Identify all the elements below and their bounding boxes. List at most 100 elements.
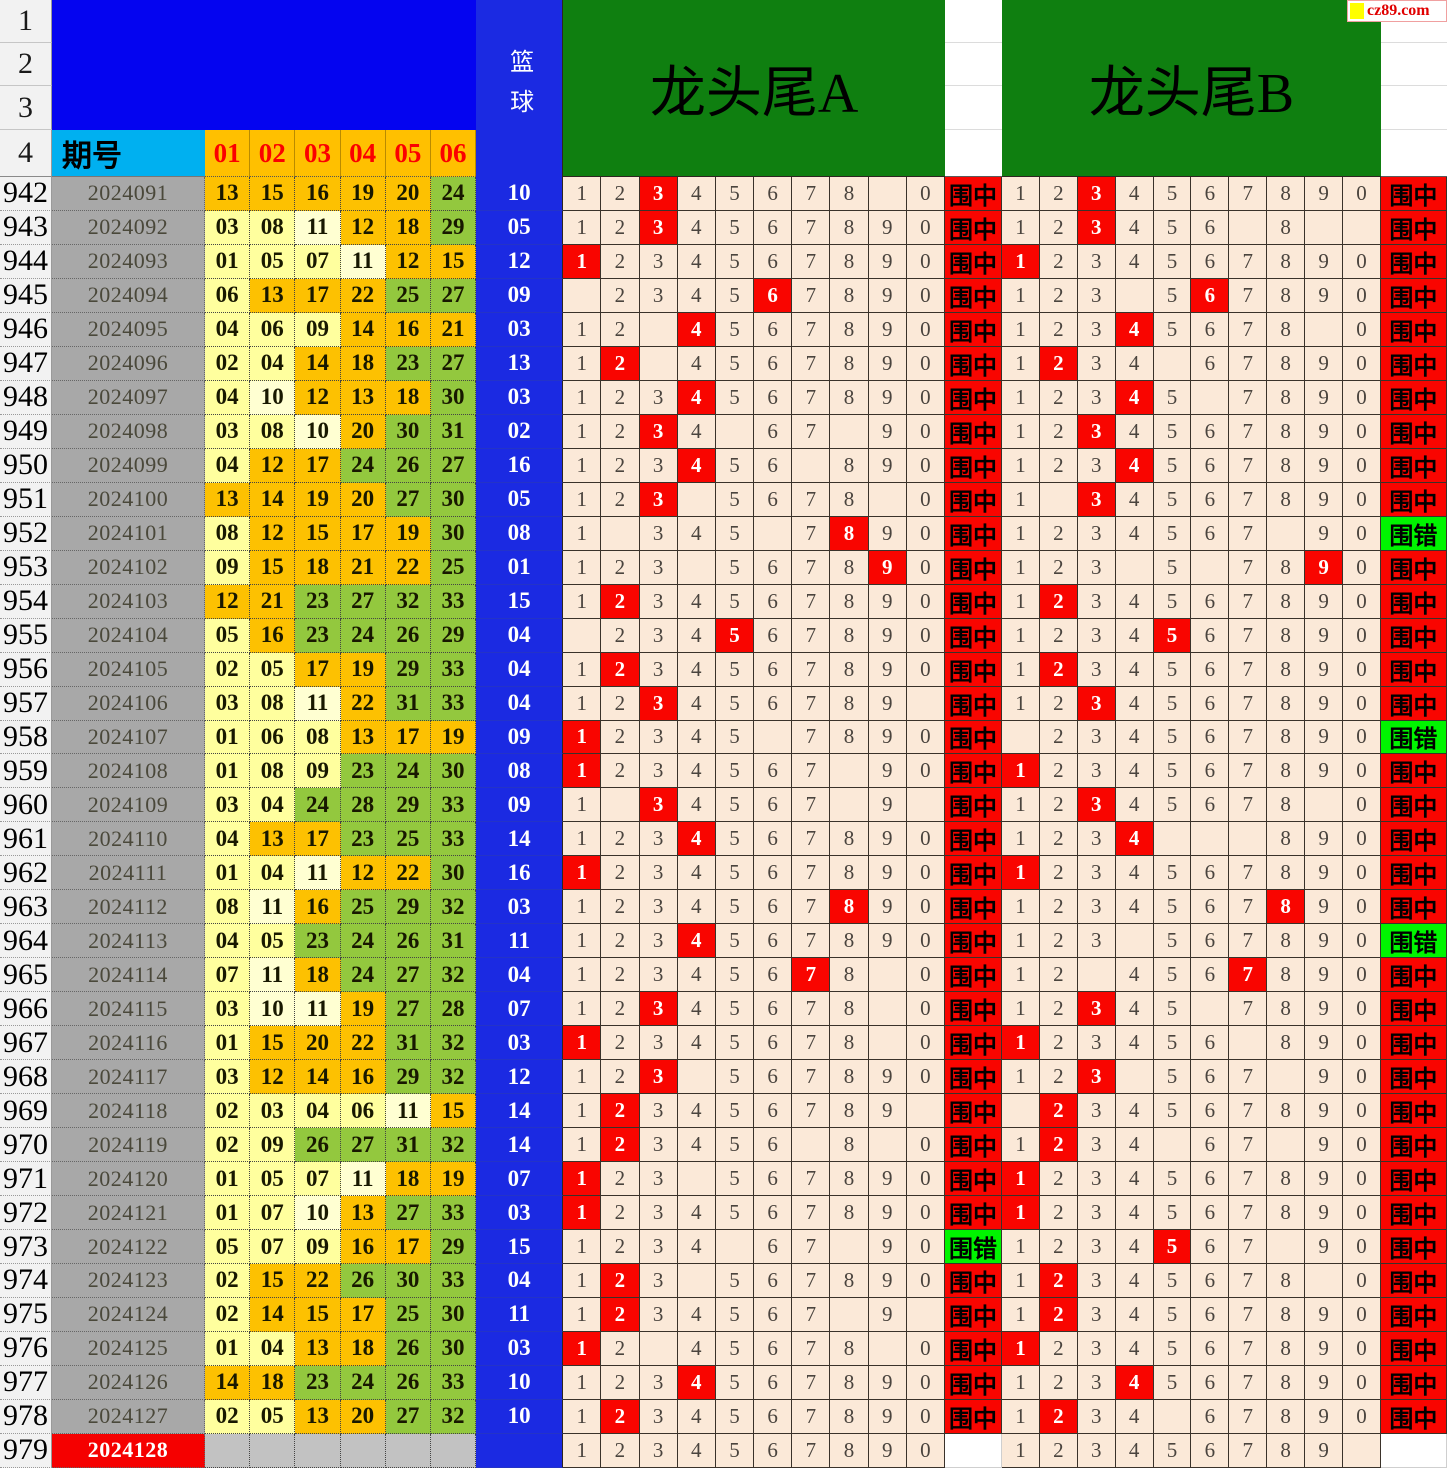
digit-cell-a: 3 (639, 754, 678, 789)
ball-cell: 12 (385, 244, 431, 279)
digit-cell-b: 0 (1343, 924, 1381, 959)
digit-cell-a: 6 (754, 1230, 793, 1264)
digit-cell-a: 8 (830, 1399, 869, 1434)
digit-cell-a: 3 (639, 992, 678, 1027)
row-header-2: 2 (0, 43, 52, 86)
ball-cell: 11 (295, 992, 341, 1027)
digit-cell-b: 6 (1191, 652, 1230, 687)
digit-cell-b: 3 (1077, 210, 1116, 245)
digit-cell-b: 1 (1002, 210, 1040, 245)
digit-cell-b: 3 (1077, 414, 1116, 449)
digit-cell-a: 8 (830, 720, 869, 755)
ball-cell: 26 (385, 618, 431, 653)
digit-cell-b: 1 (1002, 1196, 1040, 1231)
digit-cell-a: 1 (563, 177, 602, 211)
blue-ball-cell: 04 (476, 652, 564, 687)
ball-cell: 07 (295, 244, 341, 279)
digit-cell-a: 6 (754, 177, 793, 211)
digit-cell-a: 1 (563, 1264, 602, 1298)
digit-cell-a: 5 (715, 958, 755, 993)
digit-cell-b: 1 (1002, 244, 1040, 279)
ball-cell: 20 (340, 414, 386, 449)
digit-cell-b: 9 (1305, 1060, 1344, 1095)
digit-cell-a: 9 (868, 244, 907, 279)
result-b-header-strip (1380, 86, 1447, 130)
digit-cell-b: 2 (1039, 177, 1078, 211)
digit-cell-b: 3 (1077, 1060, 1116, 1095)
digit-cell-a (868, 482, 907, 517)
digit-cell-b: 6 (1191, 584, 1230, 619)
digit-cell-b: 5 (1153, 992, 1192, 1027)
digit-cell-a (677, 482, 716, 517)
digit-cell-b: 8 (1267, 177, 1306, 211)
ball-cell: 29 (385, 788, 431, 823)
digit-cell-b (1305, 1264, 1344, 1298)
ball-column-header-03: 03 (295, 130, 341, 177)
digit-cell-a: 9 (868, 414, 907, 449)
ball-cell: 29 (385, 890, 431, 925)
ball-cell: 30 (385, 414, 431, 449)
digit-cell-a: 4 (677, 652, 716, 687)
digit-cell-a: 4 (677, 177, 716, 211)
digit-cell-b: 2 (1039, 312, 1078, 347)
period-cell: 2024102 (52, 550, 205, 585)
digit-cell-a: 4 (677, 414, 716, 449)
ball-cell: 33 (430, 652, 477, 687)
digit-cell-a: 5 (715, 210, 755, 245)
digit-cell-a: 1 (563, 414, 602, 449)
digit-cell-a: 4 (677, 1128, 716, 1163)
digit-cell-b: 4 (1115, 1399, 1154, 1434)
ball-cell: 07 (250, 1196, 296, 1231)
ball-cell: 01 (205, 244, 251, 279)
ball-cell: 27 (385, 958, 431, 993)
digit-cell-b: 7 (1229, 1399, 1268, 1434)
ball-cell: 12 (250, 448, 296, 483)
digit-cell-b: 2 (1039, 720, 1078, 755)
ball-cell: 22 (340, 686, 386, 721)
digit-cell-b: 8 (1267, 278, 1306, 313)
digit-cell-b: 9 (1305, 1162, 1344, 1197)
blue-ball-cell: 12 (476, 1060, 564, 1095)
digit-cell-b: 7 (1229, 720, 1268, 755)
digit-cell-b: 3 (1077, 1128, 1116, 1163)
digit-cell-a (563, 618, 602, 653)
digit-cell-b: 6 (1191, 1433, 1230, 1468)
digit-cell-b: 5 (1153, 584, 1192, 619)
ball-cell: 33 (430, 1365, 477, 1400)
ball-cell: 10 (250, 380, 296, 415)
ball-cell: 32 (430, 890, 477, 925)
digit-cell-a: 4 (677, 618, 716, 653)
digit-cell-a: 3 (639, 278, 678, 313)
digit-cell-b: 7 (1229, 856, 1268, 891)
blue-ball-cell: 10 (476, 1399, 564, 1434)
ball-cell: 15 (250, 177, 296, 211)
digit-cell-b: 0 (1343, 856, 1381, 891)
digit-cell-a: 6 (754, 1128, 793, 1163)
digit-cell-b: 1 (1002, 1026, 1040, 1061)
digit-cell-a: 2 (601, 244, 640, 279)
ball-cell: 09 (205, 550, 251, 585)
digit-cell-a: 2 (601, 550, 640, 585)
site-logo[interactable]: cz89.com (1347, 0, 1447, 22)
digit-cell-b: 0 (1343, 312, 1381, 347)
digit-cell-b: 1 (1002, 380, 1040, 415)
ball-cell: 01 (205, 754, 251, 789)
result-cell-a (945, 1433, 1002, 1468)
digit-cell-b: 2 (1039, 924, 1078, 959)
ball-cell: 02 (205, 652, 251, 687)
digit-cell-b: 4 (1115, 312, 1154, 347)
ball-cell (340, 1433, 386, 1468)
digit-cell-a: 5 (715, 482, 755, 517)
ball-cell: 08 (205, 516, 251, 551)
digit-cell-b: 3 (1077, 1331, 1116, 1366)
digit-cell-b: 5 (1153, 1365, 1192, 1400)
blue-ball-cell: 01 (476, 550, 564, 585)
digit-cell-b: 1 (1002, 278, 1040, 313)
ball-cell: 17 (295, 448, 341, 483)
row-number: 946 (0, 312, 52, 347)
digit-cell-a: 6 (754, 1094, 793, 1129)
digit-cell-a: 5 (715, 924, 755, 959)
digit-cell-a: 9 (868, 924, 907, 959)
blue-ball-cell: 03 (476, 1331, 564, 1366)
digit-cell-b: 3 (1077, 584, 1116, 619)
